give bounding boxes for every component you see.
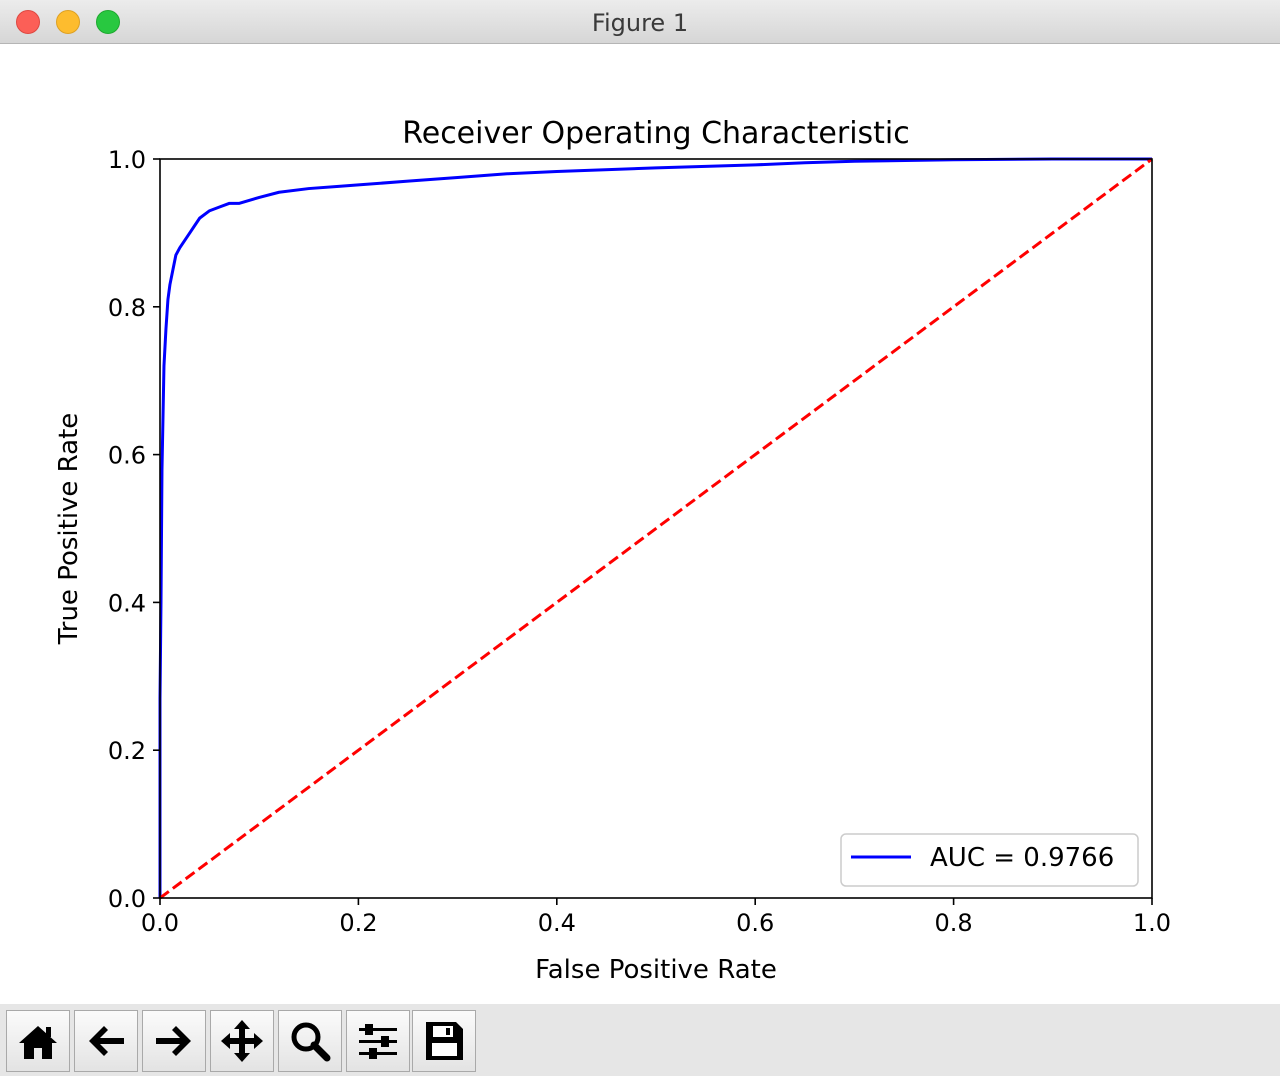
x-tick-label: 0.0 xyxy=(141,909,179,937)
home-button[interactable] xyxy=(6,1010,70,1072)
y-tick-label: 0.8 xyxy=(108,294,146,322)
x-axis-label: False Positive Rate xyxy=(535,955,777,985)
x-tick-label: 1.0 xyxy=(1133,909,1171,937)
zoom-icon xyxy=(291,1022,331,1062)
x-tick-label: 0.4 xyxy=(538,909,576,937)
zoom-window-button[interactable] xyxy=(96,10,120,34)
y-tick-label: 0.6 xyxy=(108,442,146,470)
legend-entry-label: AUC = 0.9766 xyxy=(930,843,1114,873)
pan-button[interactable] xyxy=(210,1010,274,1072)
window-title: Figure 1 xyxy=(591,9,689,37)
figure-canvas[interactable]: 0.0 0.2 0.4 0.6 0.8 1.0 0.0 0.2 0.4 0.6 0.8 1.0 Rec… xyxy=(0,44,1280,1004)
window-titlebar: Figure 1 xyxy=(0,0,1280,44)
zoom-button[interactable] xyxy=(278,1010,342,1072)
y-tick-label: 1.0 xyxy=(108,146,146,174)
arrow-right-icon xyxy=(156,1026,191,1056)
legend-box xyxy=(840,833,1139,887)
save-button[interactable] xyxy=(412,1010,476,1072)
navigation-toolbar xyxy=(0,1004,1280,1076)
save-icon xyxy=(426,1022,463,1060)
y-tick-label: 0.2 xyxy=(108,737,146,765)
arrow-left-icon xyxy=(89,1026,124,1056)
axes-frame xyxy=(159,158,1153,899)
x-tick-label: 0.8 xyxy=(935,909,973,937)
chart-title: Receiver Operating Characteristic xyxy=(402,116,910,151)
back-button[interactable] xyxy=(74,1010,138,1072)
y-axis-label: True Positive Rate xyxy=(54,413,84,646)
forward-button[interactable] xyxy=(142,1010,206,1072)
x-tick-label: 0.6 xyxy=(736,909,774,937)
sliders-icon xyxy=(359,1024,397,1059)
x-tick-label: 0.2 xyxy=(339,909,377,937)
roc-curve-line xyxy=(158,157,1152,898)
roc-chart: 0.0 0.2 0.4 0.6 0.8 1.0 0.0 0.2 0.4 0.6 0.8 1.0 Rec… xyxy=(54,116,1171,985)
configure-subplots-button[interactable] xyxy=(346,1010,410,1072)
chance-diagonal-line xyxy=(159,157,1153,900)
y-tick-label: 0.4 xyxy=(108,589,146,617)
minimize-window-button[interactable] xyxy=(56,10,80,34)
move-icon xyxy=(221,1020,263,1062)
close-window-button[interactable] xyxy=(16,10,40,34)
y-tick-label: 0.0 xyxy=(108,885,146,913)
home-icon xyxy=(19,1026,57,1059)
legend: AUC = 0.9766 xyxy=(840,833,1139,887)
